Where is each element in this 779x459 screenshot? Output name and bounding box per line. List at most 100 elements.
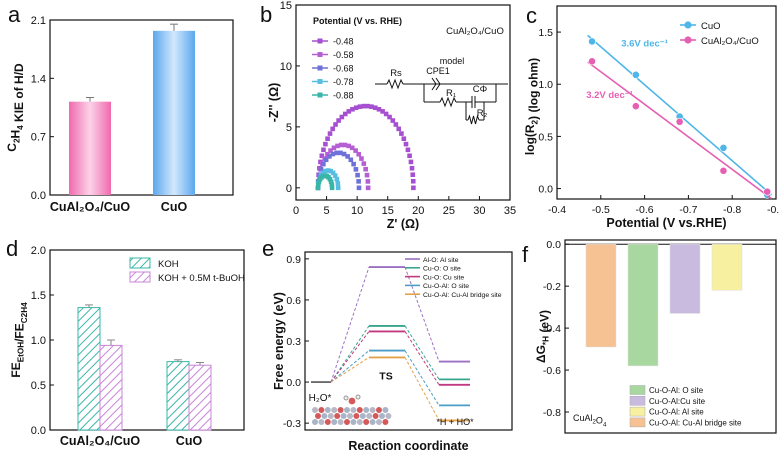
slab-atom <box>324 407 331 413</box>
circuit-cpe <box>431 77 441 91</box>
legend-label: CuAl₂O₄/CuO <box>701 36 759 47</box>
legend-label: Cu-O: Cu site <box>423 274 464 281</box>
legend-marker <box>317 79 323 84</box>
nyquist-point <box>376 106 382 112</box>
legend-label: CuO <box>701 21 721 32</box>
nyquist-point <box>328 179 334 185</box>
nyquist-point <box>341 151 347 157</box>
stage-label-initial: H₂O* <box>309 393 332 404</box>
bar <box>99 344 123 431</box>
y-axis-label: log(R2) (log ohm) <box>523 58 541 155</box>
y-tick-label: 0.3 <box>286 336 301 348</box>
x-tick-label: -0.5 <box>592 204 610 216</box>
y-tick-label: 0 <box>286 183 292 195</box>
nyquist-point <box>320 170 326 176</box>
nyquist-point <box>365 103 370 109</box>
slab-atom <box>363 419 370 425</box>
legend-marker <box>317 65 323 71</box>
slab-atom <box>315 413 321 419</box>
nyquist-point <box>332 173 338 178</box>
circuit-resistor <box>439 96 457 108</box>
panel-label: e <box>262 236 274 261</box>
adsorbate-hydrogen <box>343 395 349 401</box>
panel-d: d 0.0 0.5 1.0 1.5 2.0 CuAl₂O₄/CuO CuO FEEtOH/FEC… <box>6 236 245 448</box>
x-tick-label: 25 <box>443 205 455 217</box>
y-tick-label: 2.0 <box>31 245 46 257</box>
data-point <box>631 102 640 111</box>
nyquist-point <box>319 153 325 159</box>
energy-connector <box>404 331 440 386</box>
nyquist-point <box>323 141 328 147</box>
slab-atom <box>369 419 376 425</box>
y-tick-label: 5 <box>286 122 292 134</box>
nyquist-point <box>353 148 358 153</box>
nyquist-point <box>403 141 409 147</box>
nyquist-point <box>359 156 364 161</box>
circuit-label: model <box>440 56 465 66</box>
nyquist-point <box>349 145 355 151</box>
data-point <box>588 57 596 66</box>
slab-atom <box>344 407 350 413</box>
slab-atom <box>312 407 318 413</box>
nyquist-point <box>328 168 334 174</box>
nyquist-point <box>369 104 374 109</box>
nyquist-point <box>348 157 354 163</box>
nyquist-point <box>323 168 328 174</box>
slab-atom <box>372 413 379 419</box>
slab-atom <box>376 419 382 425</box>
nyquist-point <box>334 150 339 156</box>
bar <box>166 361 190 431</box>
data-point <box>719 143 728 152</box>
chart-title: CuAl₂O₄/CuO <box>446 26 504 37</box>
slab-atom <box>318 407 325 413</box>
legend-label: Cu-O-Al: Cu-Al bridge site <box>423 292 502 299</box>
panel-f: f 0.0 -0.2 -0.4 -0.6 -0.8 ΔG*H (eV) CuAl2O4 Cu-O… <box>522 239 777 434</box>
nyquist-point <box>399 131 404 136</box>
y-axis-label: C2H4 KIE of H/D <box>5 63 26 152</box>
y-tick-label: 0.0 <box>538 184 553 196</box>
nyquist-point <box>353 167 359 172</box>
circuit-r2: R₂ <box>477 108 488 119</box>
nyquist-point <box>335 185 341 191</box>
nyquist-point <box>387 114 392 120</box>
nyquist-point <box>346 143 351 149</box>
x-tick-label: 5 <box>324 205 330 217</box>
y-tick-label: -0.8 <box>543 407 561 419</box>
y-tick-label: 10 <box>280 61 292 73</box>
x-tick-label: -0.8 <box>723 204 741 216</box>
circuit-cphi: CΦ <box>473 84 488 95</box>
nyquist-point <box>323 157 329 163</box>
x-category-label: CuAl₂O₄/CuO <box>60 434 141 448</box>
y-tick-label: 0.0 <box>546 239 561 251</box>
legend-label: -0.58 <box>333 50 354 60</box>
nyquist-point <box>345 154 350 159</box>
slab-atom <box>385 413 392 419</box>
nyquist-point <box>321 147 326 153</box>
legend-swatch <box>629 385 646 395</box>
nyquist-point <box>318 167 324 172</box>
plot-frame-f <box>564 239 777 434</box>
legend-label: KOH <box>158 259 179 270</box>
legend-swatch <box>129 271 151 283</box>
legend-swatch <box>129 257 151 269</box>
energy-connector <box>330 325 370 383</box>
x-tick-label: 15 <box>382 205 394 217</box>
nyquist-point <box>357 104 363 109</box>
nyquist-point <box>338 142 344 148</box>
plot-frame-a <box>49 19 234 196</box>
slab-atom <box>312 419 318 425</box>
nyquist-point <box>407 153 412 159</box>
legend-label: KOH + 0.5M t-BuOH <box>158 273 245 284</box>
nyquist-point <box>327 131 333 136</box>
y-tick-label: 1.5 <box>538 27 553 39</box>
slab-atom <box>318 419 325 425</box>
nyquist-point <box>351 161 356 167</box>
bar <box>585 243 617 348</box>
nyquist-point <box>333 122 338 127</box>
y-tick-label: 0.6 <box>286 295 301 307</box>
x-axis-label: Potential (V vs.RHE) <box>606 216 726 230</box>
nyquist-point <box>408 159 414 165</box>
y-tick-label: 0.7 <box>31 132 46 144</box>
legend-marker <box>684 21 692 29</box>
